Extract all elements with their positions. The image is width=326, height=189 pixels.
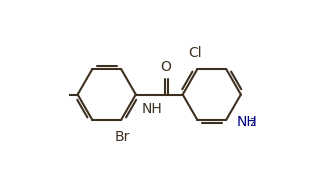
Text: Br: Br: [114, 130, 130, 144]
Text: NH: NH: [237, 115, 258, 129]
Text: 2: 2: [249, 118, 256, 128]
Text: O: O: [160, 60, 171, 74]
Text: NH: NH: [141, 102, 162, 116]
Text: Cl: Cl: [188, 46, 202, 60]
